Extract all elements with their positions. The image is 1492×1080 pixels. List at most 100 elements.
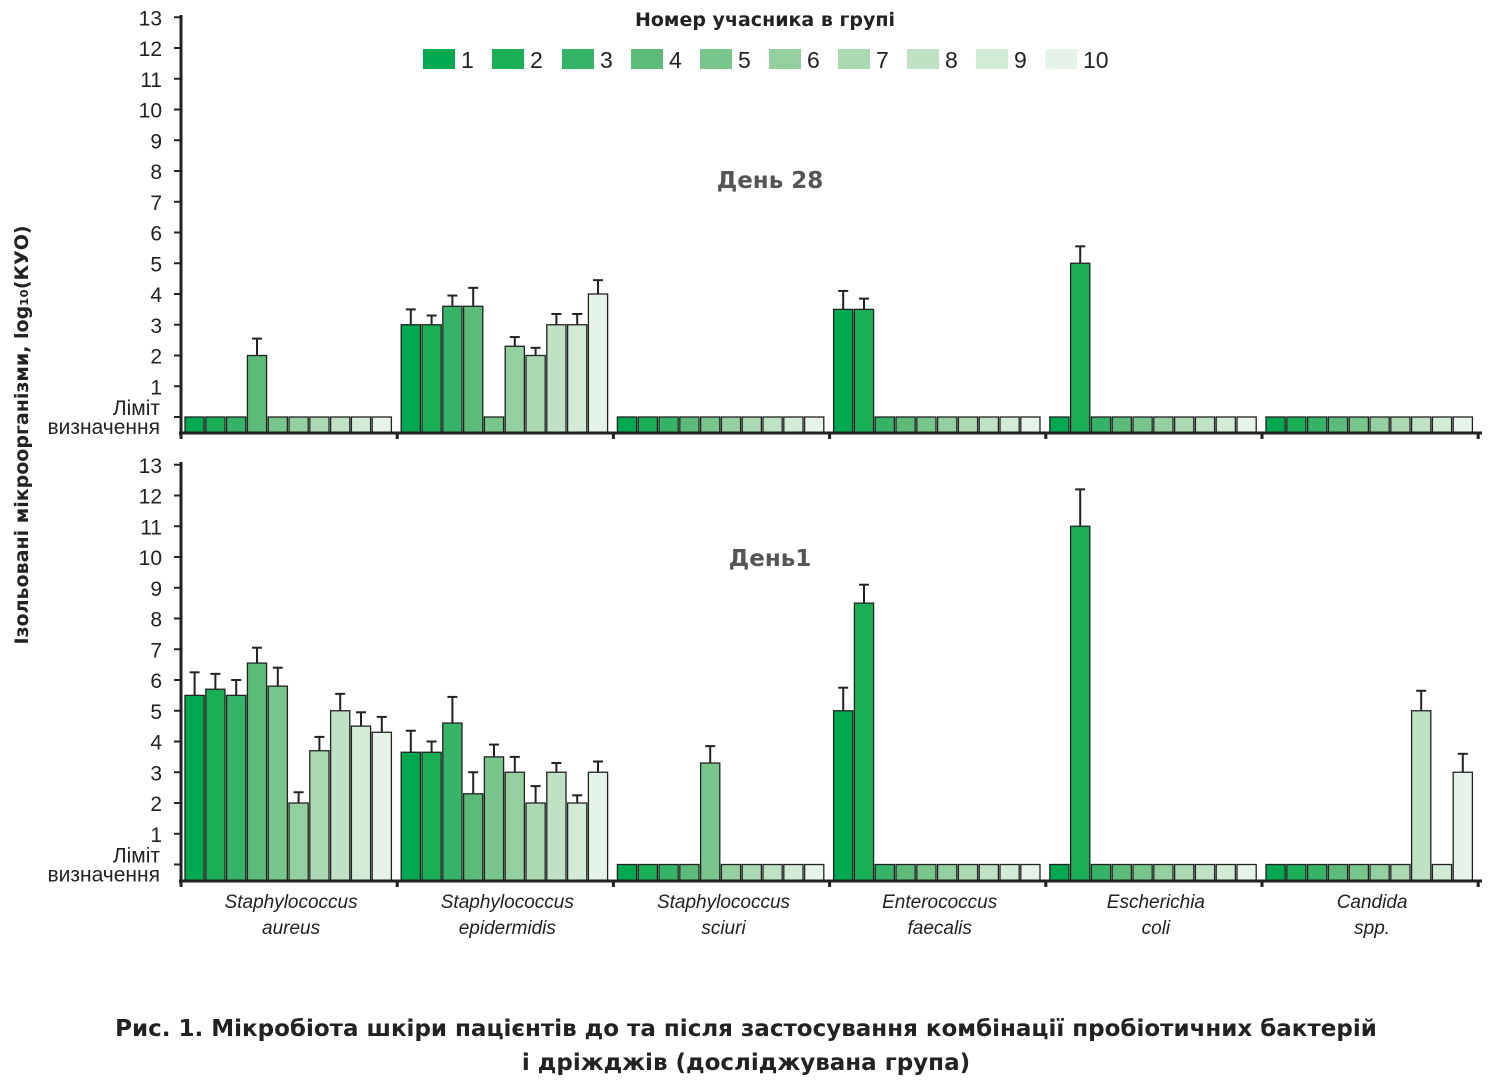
legend-swatch-9 (976, 49, 1008, 69)
bar (329, 416, 351, 434)
bar (205, 688, 226, 882)
legend-label-3: 3 (600, 47, 613, 73)
legend-swatch-6 (769, 49, 801, 69)
category-label: Staphylococcus (225, 892, 359, 913)
bar (442, 305, 463, 434)
bar (916, 416, 937, 434)
category-label: Staphylococcus (657, 892, 791, 913)
bar (874, 416, 896, 434)
bar (546, 324, 567, 434)
bar (246, 354, 268, 434)
bar (1306, 416, 1328, 434)
bar (658, 416, 679, 434)
category-label: Enterococcus (882, 892, 998, 913)
limit-label: визначення (47, 864, 160, 887)
figure-caption-line1: Рис. 1. Мікробіота шкіри пацієнтів до та… (115, 1016, 1377, 1042)
y-tick-label: 4 (150, 732, 162, 755)
category-label: sciuri (701, 918, 746, 939)
bar (916, 863, 937, 882)
bar (895, 416, 916, 434)
bar (783, 416, 804, 434)
bar (1020, 416, 1041, 434)
bar (1090, 416, 1112, 434)
bar (720, 416, 742, 434)
bar (587, 771, 609, 882)
bar (658, 863, 679, 882)
bar (1452, 416, 1474, 434)
bar (679, 863, 700, 882)
y-tick-label: 6 (150, 223, 162, 246)
bar (936, 863, 958, 882)
limit-label: Ліміт (113, 397, 161, 420)
bar (1369, 416, 1390, 434)
bar (1410, 416, 1432, 434)
bar (783, 863, 804, 882)
bar (1049, 416, 1070, 434)
bar (1327, 416, 1349, 434)
legend-label-1: 1 (461, 47, 474, 73)
bar (853, 602, 875, 882)
y-tick-label: 10 (139, 100, 162, 123)
legend: 1 2 3 4 5 6 7 8 9 10 (423, 47, 1109, 73)
bar (184, 694, 205, 882)
bar (679, 416, 700, 434)
y-tick-label: 7 (150, 639, 162, 662)
bar (1020, 863, 1041, 882)
y-tick-label: 4 (150, 284, 162, 307)
y-tick-label: 11 (140, 69, 162, 92)
bar (1215, 416, 1237, 434)
category-label: epidermidis (459, 918, 557, 939)
bar (637, 863, 659, 882)
bar (442, 722, 463, 882)
bar (504, 345, 526, 434)
y-tick-label: 12 (139, 486, 162, 509)
y-tick-label: 8 (150, 161, 162, 184)
y-tick-label: 9 (150, 578, 162, 601)
legend-label-9: 9 (1014, 47, 1027, 73)
bar (1153, 416, 1174, 434)
legend-label-7: 7 (876, 47, 889, 73)
legend-swatch-10 (1045, 49, 1077, 69)
bar (803, 416, 825, 434)
bar (288, 802, 309, 882)
category-label: spp. (1354, 918, 1390, 939)
bar (267, 685, 289, 882)
y-tick-label: 7 (150, 192, 162, 215)
category-label: Escherichia (1107, 892, 1205, 913)
legend-title: Номер учасника в групі (635, 9, 895, 31)
bar (1215, 863, 1237, 882)
bar (1390, 416, 1411, 434)
bar (1194, 416, 1216, 434)
panel-title: День1 (729, 546, 812, 572)
bar (483, 416, 505, 434)
bar (699, 416, 721, 434)
y-tick-label: 5 (150, 701, 162, 724)
y-tick-label: 9 (150, 130, 162, 153)
category-label: faecalis (907, 918, 972, 939)
legend-label-5: 5 (738, 47, 751, 73)
legend-swatch-7 (838, 49, 870, 69)
bar (1153, 863, 1174, 882)
y-tick-label: 3 (150, 315, 162, 338)
bar (329, 710, 351, 882)
bar (1286, 416, 1307, 434)
bar (1431, 863, 1453, 882)
bar (421, 324, 442, 434)
bar (1265, 416, 1286, 434)
y-tick-label: 13 (139, 7, 162, 30)
bar (803, 863, 825, 882)
bar (832, 308, 854, 434)
bar (246, 662, 268, 882)
bar (350, 416, 372, 434)
bar (1069, 525, 1091, 882)
bar (1390, 863, 1411, 882)
bar (546, 771, 567, 882)
bar (1369, 863, 1390, 882)
category-label: coli (1142, 918, 1171, 939)
bar (400, 751, 422, 882)
bar (1049, 863, 1070, 882)
y-tick-label: 3 (150, 762, 162, 785)
bar (895, 863, 916, 882)
category-label: Candida (1337, 892, 1408, 913)
